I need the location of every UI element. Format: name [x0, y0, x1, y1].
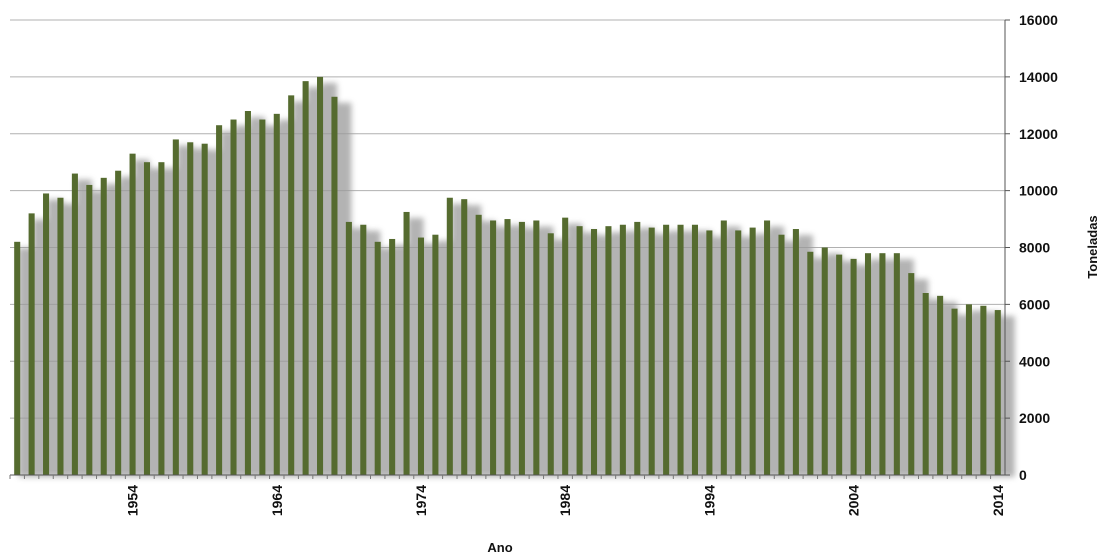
y-axis-title: Toneladas [1085, 215, 1100, 278]
bar [158, 162, 165, 475]
bar [951, 308, 958, 475]
bar [792, 229, 799, 475]
x-tick-label: 1984 [557, 485, 573, 516]
bar [115, 170, 122, 475]
bar [590, 229, 598, 475]
bar [216, 125, 223, 475]
bar [965, 304, 972, 475]
bar [417, 237, 425, 475]
bar [389, 238, 396, 475]
bar [201, 143, 208, 475]
bar [230, 119, 237, 475]
y-tick-label: 8000 [1019, 240, 1050, 256]
bar [547, 233, 554, 475]
bar [129, 153, 136, 475]
bar [14, 241, 21, 475]
x-tick-label: 2014 [990, 485, 1006, 516]
bar [273, 113, 280, 475]
bar [57, 197, 64, 475]
bar-shadow [999, 316, 1015, 477]
bar [994, 310, 1001, 475]
bar [634, 221, 641, 475]
bar [677, 224, 684, 475]
bar [864, 253, 872, 475]
x-tick-label: 1994 [701, 485, 717, 516]
bar [100, 177, 107, 475]
y-tick-label: 12000 [1019, 126, 1058, 142]
bar [143, 162, 151, 475]
y-tick-label: 10000 [1019, 183, 1058, 199]
y-tick-label: 2000 [1019, 410, 1050, 426]
bar [850, 258, 857, 475]
bar [980, 305, 987, 475]
bar [43, 193, 50, 475]
y-tick-label: 4000 [1019, 353, 1050, 369]
x-tick-label: 1974 [413, 485, 429, 516]
bar [302, 81, 309, 475]
y-tick-labels: 0 2000 4000 6000 8000 10000 12000 14000 16000 [1005, 12, 1058, 483]
bar [706, 230, 713, 475]
bar [374, 241, 381, 475]
bar [937, 295, 944, 475]
bar [562, 217, 569, 475]
bar [331, 96, 338, 475]
bar [749, 227, 756, 475]
y-tick-label: 0 [1019, 467, 1027, 483]
bar [533, 220, 540, 475]
bar [518, 221, 525, 475]
bar [461, 199, 468, 475]
y-tick-label: 16000 [1019, 12, 1058, 28]
bar [345, 221, 352, 475]
bar [446, 197, 453, 475]
bar [172, 139, 179, 475]
bar [893, 253, 900, 475]
bar [922, 293, 929, 475]
x-tick-label: 2004 [846, 485, 862, 516]
bar [576, 226, 583, 475]
bar [360, 224, 367, 475]
bar [71, 173, 78, 475]
y-tick-label: 14000 [1019, 69, 1058, 85]
x-tick-label: 1954 [125, 485, 141, 516]
bar [259, 119, 266, 475]
bar [187, 142, 194, 475]
bar [432, 234, 439, 475]
bar [879, 253, 886, 475]
bar [778, 234, 785, 475]
bar [317, 76, 324, 475]
bar [86, 184, 93, 475]
bar [619, 224, 626, 475]
bar [288, 95, 295, 475]
bar [807, 251, 814, 475]
bar [28, 213, 35, 475]
bar [908, 273, 915, 475]
x-tick-labels: 1954 1964 1974 1984 1994 2004 2014 [9, 475, 1006, 516]
bars [14, 76, 1001, 475]
bar [691, 224, 698, 475]
bar [244, 111, 251, 475]
bar [735, 230, 742, 475]
bar [720, 220, 727, 475]
bar [764, 220, 771, 475]
bar [504, 219, 511, 475]
bar [403, 211, 410, 475]
bar [605, 226, 612, 475]
bar [475, 214, 482, 475]
bar [490, 220, 497, 475]
bar [648, 227, 655, 475]
x-axis-title: Ano [487, 540, 512, 555]
x-tick-label: 1964 [269, 485, 285, 516]
bar [663, 224, 670, 475]
y-tick-label: 6000 [1019, 296, 1050, 312]
bar [821, 247, 828, 475]
bar [836, 254, 843, 475]
